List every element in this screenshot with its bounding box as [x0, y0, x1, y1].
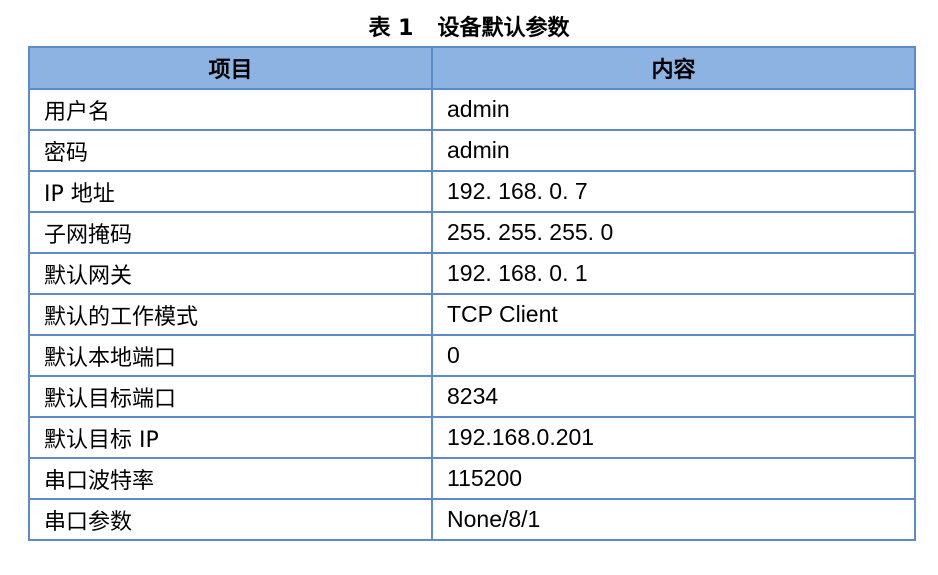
param-name: 默认目标端口: [28, 375, 433, 418]
table-row: 串口波特率 115200: [28, 457, 916, 500]
param-name: 默认目标 IP: [28, 416, 433, 459]
table-row: 串口参数 None/8/1: [28, 498, 916, 541]
header-row: 项目 内容: [28, 46, 916, 90]
table-row: 默认的工作模式 TCP Client: [28, 293, 916, 336]
header-content: 内容: [431, 46, 916, 90]
param-name: 用户名: [28, 88, 433, 131]
param-value: None/8/1: [431, 498, 916, 541]
param-name: IP 地址: [28, 170, 433, 213]
param-value: admin: [431, 129, 916, 172]
param-value: 8234: [431, 375, 916, 418]
param-name: 密码: [28, 129, 433, 172]
param-name: 串口参数: [28, 498, 433, 541]
param-name: 默认本地端口: [28, 334, 433, 377]
param-value: admin: [431, 88, 916, 131]
param-value: TCP Client: [431, 293, 916, 336]
table-row: 密码 admin: [28, 129, 916, 172]
param-value: 115200: [431, 457, 916, 500]
header-item: 项目: [28, 46, 433, 90]
param-value: 192. 168. 0. 1: [431, 252, 916, 295]
table-row: IP 地址 192. 168. 0. 7: [28, 170, 916, 213]
param-name: 默认的工作模式: [28, 293, 433, 336]
caption-title: 设备默认参数: [437, 16, 570, 41]
table-row: 用户名 admin: [28, 88, 916, 131]
table-row: 默认网关 192. 168. 0. 1: [28, 252, 916, 295]
table-row: 子网掩码 255. 255. 255. 0: [28, 211, 916, 254]
param-value: 0: [431, 334, 916, 377]
default-params-table: 项目 内容 用户名 admin 密码 admin IP 地址 192. 168. 0. 7…: [28, 46, 916, 541]
caption-label: 表 1: [368, 16, 414, 41]
param-value: 192. 168. 0. 7: [431, 170, 916, 213]
param-value: 192.168.0.201: [431, 416, 916, 459]
param-value: 255. 255. 255. 0: [431, 211, 916, 254]
table-row: 默认目标端口 8234: [28, 375, 916, 418]
table-caption: 表 1 设备默认参数: [0, 10, 938, 42]
param-name: 子网掩码: [28, 211, 433, 254]
table-row: 默认本地端口 0: [28, 334, 916, 377]
param-name: 串口波特率: [28, 457, 433, 500]
param-name: 默认网关: [28, 252, 433, 295]
table-row: 默认目标 IP 192.168.0.201: [28, 416, 916, 459]
